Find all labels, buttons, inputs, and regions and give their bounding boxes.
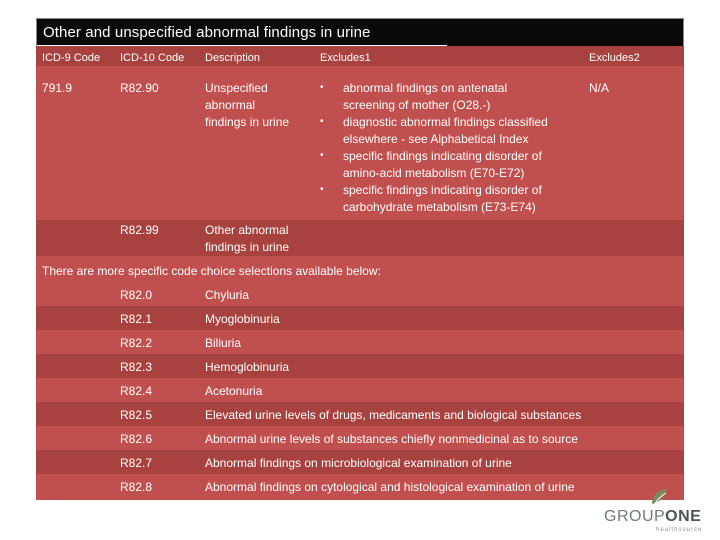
code-cell: R82.4 xyxy=(120,384,153,398)
row1-desc-line: abnormal xyxy=(205,98,256,112)
code-cell: R82.7 xyxy=(120,456,153,470)
code-description: Acetonuria xyxy=(205,384,263,398)
code-description: Hemoglobinuria xyxy=(205,360,290,374)
code-description: Biliuria xyxy=(205,336,242,350)
row1-excludes2: N/A xyxy=(589,81,610,95)
table-row xyxy=(36,354,684,378)
logo-word-group: GROUP xyxy=(604,508,666,525)
header-icd9: ICD-9 Code xyxy=(42,52,101,64)
code-description: Myoglobinuria xyxy=(205,312,280,326)
excludes1-item: diagnostic abnormal findings classified xyxy=(343,115,548,129)
excludes1-item: amino-acid metabolism (E70-E72) xyxy=(343,166,525,180)
row2-desc-line: Other abnormal xyxy=(205,223,289,237)
row2-icd10: R82.99 xyxy=(120,223,159,237)
table-row xyxy=(36,306,684,330)
table-row xyxy=(36,220,684,256)
code-description: Abnormal findings on cytological and his… xyxy=(205,480,575,494)
header-description: Description xyxy=(205,52,261,64)
code-cell: R82.5 xyxy=(120,408,153,422)
logo-word-one: ONE xyxy=(665,508,702,525)
code-cell: R82.2 xyxy=(120,336,153,350)
row1-icd9: 791.9 xyxy=(42,81,73,95)
table-row xyxy=(36,450,684,474)
slide-title-bar: Other and unspecified abnormal findings … xyxy=(36,18,684,47)
slide-title: Other and unspecified abnormal findings … xyxy=(43,24,371,41)
header-excludes2: Excludes2 xyxy=(589,52,640,64)
row1-desc-line: Unspecified xyxy=(205,81,268,95)
excludes1-item: specific findings indicating disorder of xyxy=(343,183,542,197)
logo-wordmark: GROUPONE xyxy=(604,508,701,526)
excludes1-item: screening of mother (O28.-) xyxy=(343,98,491,112)
header-excludes1: Excludes1 xyxy=(320,52,371,64)
code-description: Abnormal urine levels of substances chie… xyxy=(205,432,578,446)
groupone-logo: GROUPONE healthsource xyxy=(600,486,720,540)
code-description: Chyluria xyxy=(205,288,250,302)
more-codes-note: There are more specific code choice sele… xyxy=(42,264,381,278)
excludes1-item: abnormal findings on antenatal xyxy=(343,81,508,95)
leaf-icon xyxy=(652,489,667,506)
logo-subtitle: healthsource xyxy=(656,527,703,533)
bullet-icon: • xyxy=(320,184,324,195)
header-row xyxy=(36,46,684,66)
header-icd10: ICD-10 Code xyxy=(120,52,185,64)
excludes1-item: specific findings indicating disorder of xyxy=(343,149,542,163)
row2-desc-line: findings in urine xyxy=(205,240,290,254)
table-row xyxy=(36,402,684,426)
code-cell: R82.1 xyxy=(120,312,153,326)
bullet-icon: • xyxy=(320,150,324,161)
bullet-icon: • xyxy=(320,116,324,127)
code-description: Elevated urine levels of drugs, medicame… xyxy=(205,408,582,422)
excludes1-item: carbohydrate metabolism (E73-E74) xyxy=(343,200,536,214)
code-cell: R82.6 xyxy=(120,432,153,446)
code-description: Abnormal findings on microbiological exa… xyxy=(205,456,512,470)
row1-icd10: R82.90 xyxy=(120,81,159,95)
row1-desc-line: findings in urine xyxy=(205,115,290,129)
excludes1-item: elsewhere - see Alphabetical Index xyxy=(343,132,529,146)
code-cell: R82.8 xyxy=(120,480,153,494)
code-cell: R82.3 xyxy=(120,360,153,374)
bullet-icon: • xyxy=(320,82,324,93)
code-cell: R82.0 xyxy=(120,288,153,302)
